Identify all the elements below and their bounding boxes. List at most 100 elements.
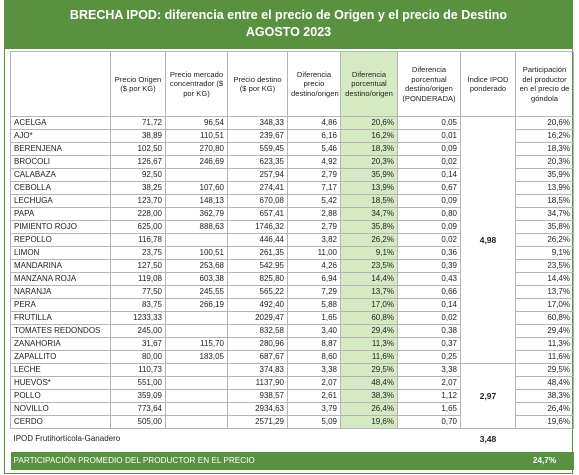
table-cell: 266,19 bbox=[165, 298, 228, 312]
table-cell: 19,6% bbox=[340, 415, 398, 429]
table-cell: 96,54 bbox=[165, 116, 228, 130]
table-cell: 0,38 bbox=[397, 324, 461, 338]
table-cell bbox=[165, 324, 228, 338]
product-name: LECHE bbox=[10, 363, 111, 377]
table-cell: 0,02 bbox=[397, 155, 461, 169]
table-cell: 116,78 bbox=[110, 233, 166, 247]
table-cell: 0,01 bbox=[397, 129, 461, 143]
table-cell bbox=[165, 233, 228, 247]
table-row: NOVILLO 773,64 2934,63 3,79 26,4% 1,65 26,4% bbox=[10, 402, 574, 416]
column-header: Diferencia porcentual destino/origen bbox=[340, 51, 398, 117]
product-name: ZANAHORIA bbox=[10, 337, 111, 351]
table-cell: 603,38 bbox=[165, 272, 228, 286]
table-cell: 18,5% bbox=[515, 194, 574, 208]
table-cell: 34,7% bbox=[340, 207, 398, 221]
spacer bbox=[516, 429, 574, 449]
column-header: Diferencia precio destino/origen bbox=[287, 51, 341, 117]
table-cell: 4,86 bbox=[287, 116, 341, 130]
table-row: LECHE 110,73 374,83 3,38 29,5% 3,38 2,97 29,5% bbox=[10, 363, 574, 429]
table-cell: 29,4% bbox=[515, 324, 574, 338]
table-cell: 35,8% bbox=[340, 220, 398, 234]
table-cell: 92,50 bbox=[110, 168, 166, 182]
table-cell: 348,33 bbox=[227, 116, 288, 130]
table-cell: 5,46 bbox=[287, 142, 341, 156]
table-cell: 107,60 bbox=[165, 181, 228, 195]
table-cell: 29,5% bbox=[515, 363, 574, 377]
table-cell: 623,35 bbox=[227, 155, 288, 169]
table-cell: 38,89 bbox=[110, 129, 166, 143]
table-cell: 83,75 bbox=[110, 298, 166, 312]
table-cell: 20,6% bbox=[340, 116, 398, 130]
table-cell bbox=[165, 389, 228, 403]
product-name: MANZANA ROJA bbox=[10, 272, 111, 286]
table-cell: 110,51 bbox=[165, 129, 228, 143]
table-cell: 825,80 bbox=[227, 272, 288, 286]
table-cell bbox=[165, 376, 228, 390]
table-cell: 3,38 bbox=[287, 363, 341, 377]
table-cell: 13,7% bbox=[515, 285, 574, 299]
participation-row: PARTICIPACIÓN PROMEDIO DEL PRODUCTOR EN … bbox=[10, 452, 574, 470]
table-cell: 4,26 bbox=[287, 259, 341, 273]
column-header: Precio mercado concentrador ($ por KG) bbox=[165, 51, 228, 117]
table-cell: 100,51 bbox=[165, 246, 228, 260]
table-cell: 14,4% bbox=[340, 272, 398, 286]
table-cell: 2,79 bbox=[287, 168, 341, 182]
table-cell: 26,2% bbox=[515, 233, 574, 247]
table-cell: 38,3% bbox=[340, 389, 398, 403]
table-cell: 542,95 bbox=[227, 259, 288, 273]
table-cell: 505,00 bbox=[110, 415, 166, 429]
table-cell: 11,3% bbox=[515, 337, 574, 351]
product-name: AJO* bbox=[10, 129, 111, 143]
table-cell: 625,00 bbox=[110, 220, 166, 234]
product-name: TOMATES REDONDOS bbox=[10, 324, 111, 338]
table-cell: 148,13 bbox=[165, 194, 228, 208]
table-row: ACELGA 71,72 96,54 348,33 4,86 20,6% 0,05 4,98 2… bbox=[10, 116, 574, 364]
product-name: PERA bbox=[10, 298, 111, 312]
table-cell: 20,3% bbox=[340, 155, 398, 169]
table-cell bbox=[165, 311, 228, 325]
product-name: REPOLLO bbox=[10, 233, 111, 247]
table-cell: 31,67 bbox=[110, 337, 166, 351]
table-cell: 0,05 bbox=[397, 116, 461, 130]
table-cell: 2029,47 bbox=[227, 311, 288, 325]
table-cell: 1233,33 bbox=[110, 311, 166, 325]
table-cell: 38,25 bbox=[110, 181, 166, 195]
table-cell: 123,70 bbox=[110, 194, 166, 208]
product-name: PAPA bbox=[10, 207, 111, 221]
table-cell: 0,14 bbox=[397, 298, 461, 312]
table-cell bbox=[165, 402, 228, 416]
table-cell: 80,00 bbox=[110, 350, 166, 364]
column-header: Diferencia porcentual destino/origen (PO… bbox=[397, 51, 461, 117]
table-cell: 18,3% bbox=[340, 142, 398, 156]
table-cell: 4,92 bbox=[287, 155, 341, 169]
product-name: POLLO bbox=[10, 389, 111, 403]
table-row: TOMATES REDONDOS 245,00 832,58 3,40 29,4% 0,3… bbox=[10, 324, 574, 338]
table-cell: 687,67 bbox=[227, 350, 288, 364]
table-cell: 17,0% bbox=[515, 298, 574, 312]
table-cell: 34,7% bbox=[515, 207, 574, 221]
table-cell: 29,4% bbox=[340, 324, 398, 338]
table-cell: 374,83 bbox=[227, 363, 288, 377]
table-cell: 3,79 bbox=[287, 402, 341, 416]
table-row: ZAPALLITO 80,00 183,05 687,67 8,60 11,6% 0,25 1… bbox=[10, 350, 574, 364]
table-cell: 362,79 bbox=[165, 207, 228, 221]
ipod-total-row: IPOD Frutihortícola-Ganadero 3,48 bbox=[11, 429, 574, 449]
table-cell: 670,08 bbox=[227, 194, 288, 208]
table-cell: 0,25 bbox=[397, 350, 461, 364]
table-cell: 280,96 bbox=[227, 337, 288, 351]
ipod-total-label: IPOD Frutihortícola-Ganadero bbox=[13, 433, 121, 443]
table-cell bbox=[165, 415, 228, 429]
table-cell: 657,41 bbox=[227, 207, 288, 221]
table-cell: 26,4% bbox=[515, 402, 574, 416]
table-row: MANZANA ROJA 119,08 603,38 825,80 6,94 14,4% 0… bbox=[10, 272, 574, 286]
table-cell: 2,61 bbox=[287, 389, 341, 403]
table-cell: 1,65 bbox=[287, 311, 341, 325]
table-row: CERDO 505,00 2571,29 5,09 19,6% 0,70 19,6% bbox=[10, 415, 574, 429]
table-cell: 888,63 bbox=[165, 220, 228, 234]
table-row: ZANAHORIA 31,67 115,70 280,96 8,87 11,3% 0,37 1… bbox=[10, 337, 574, 351]
table-cell: 1,65 bbox=[397, 402, 461, 416]
table-cell: 2,07 bbox=[397, 376, 461, 390]
table-cell: 35,9% bbox=[340, 168, 398, 182]
table-cell: 245,00 bbox=[110, 324, 166, 338]
table-cell: 18,5% bbox=[340, 194, 398, 208]
